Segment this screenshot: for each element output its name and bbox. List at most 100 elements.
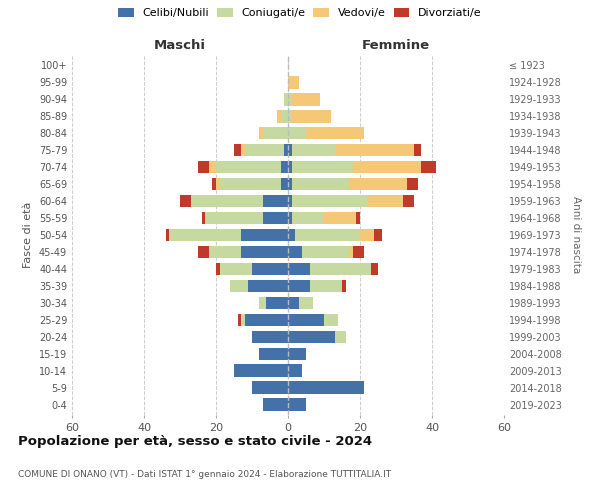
Bar [288, 110, 292, 122]
Bar [284, 144, 288, 156]
Bar [198, 246, 209, 258]
Bar [284, 93, 288, 106]
Text: COMUNE DI ONANO (VT) - Dati ISTAT 1° gennaio 2024 - Elaborazione TUTTITALIA.IT: COMUNE DI ONANO (VT) - Dati ISTAT 1° gen… [18, 470, 391, 479]
Bar [245, 144, 284, 156]
Bar [266, 296, 288, 310]
Bar [234, 144, 241, 156]
Bar [349, 246, 353, 258]
Bar [349, 178, 407, 190]
Bar [277, 110, 281, 122]
Bar [292, 110, 331, 122]
Bar [335, 144, 414, 156]
Bar [288, 93, 292, 106]
Bar [288, 364, 302, 377]
Bar [371, 262, 378, 276]
Bar [209, 160, 216, 173]
Bar [198, 160, 209, 173]
Bar [414, 144, 421, 156]
Bar [324, 212, 356, 224]
Bar [292, 93, 320, 106]
Bar [252, 330, 288, 344]
Bar [367, 194, 403, 207]
Bar [166, 228, 169, 241]
Bar [288, 160, 292, 173]
Bar [288, 144, 292, 156]
Bar [169, 228, 241, 241]
Bar [259, 296, 266, 310]
Bar [202, 212, 205, 224]
Bar [299, 296, 313, 310]
Bar [288, 296, 299, 310]
Bar [302, 246, 349, 258]
Bar [238, 314, 241, 326]
Bar [288, 280, 310, 292]
Bar [241, 246, 288, 258]
Bar [288, 194, 292, 207]
Bar [216, 160, 281, 173]
Bar [288, 348, 306, 360]
Bar [234, 364, 288, 377]
Bar [281, 178, 288, 190]
Bar [245, 314, 288, 326]
Bar [220, 262, 252, 276]
Bar [230, 280, 248, 292]
Bar [180, 194, 191, 207]
Bar [292, 178, 349, 190]
Bar [252, 262, 288, 276]
Bar [209, 246, 241, 258]
Bar [263, 126, 288, 140]
Bar [248, 280, 288, 292]
Bar [421, 160, 436, 173]
Bar [216, 178, 220, 190]
Bar [252, 382, 288, 394]
Bar [324, 314, 338, 326]
Legend: Celibi/Nubili, Coniugati/e, Vedovi/e, Divorziati/e: Celibi/Nubili, Coniugati/e, Vedovi/e, Di… [116, 6, 484, 20]
Bar [241, 314, 245, 326]
Bar [259, 126, 263, 140]
Bar [292, 144, 335, 156]
Bar [288, 330, 335, 344]
Bar [259, 348, 288, 360]
Bar [288, 178, 292, 190]
Bar [288, 398, 306, 411]
Bar [306, 126, 364, 140]
Bar [281, 160, 288, 173]
Bar [241, 228, 288, 241]
Bar [241, 144, 245, 156]
Bar [353, 160, 421, 173]
Bar [288, 246, 302, 258]
Bar [216, 262, 220, 276]
Bar [263, 398, 288, 411]
Text: Popolazione per età, sesso e stato civile - 2024: Popolazione per età, sesso e stato civil… [18, 435, 372, 448]
Bar [403, 194, 414, 207]
Bar [360, 228, 374, 241]
Bar [374, 228, 382, 241]
Bar [288, 126, 306, 140]
Bar [292, 194, 367, 207]
Text: Maschi: Maschi [154, 38, 206, 52]
Y-axis label: Anni di nascita: Anni di nascita [571, 196, 581, 274]
Bar [281, 110, 288, 122]
Bar [288, 212, 292, 224]
Bar [310, 262, 371, 276]
Bar [191, 194, 263, 207]
Y-axis label: Fasce di età: Fasce di età [23, 202, 33, 268]
Bar [205, 212, 263, 224]
Bar [288, 262, 310, 276]
Bar [335, 330, 346, 344]
Bar [288, 76, 299, 88]
Bar [292, 160, 353, 173]
Bar [342, 280, 346, 292]
Bar [288, 382, 364, 394]
Bar [263, 194, 288, 207]
Bar [263, 212, 288, 224]
Text: Femmine: Femmine [362, 38, 430, 52]
Bar [212, 178, 216, 190]
Bar [295, 228, 360, 241]
Bar [288, 228, 295, 241]
Bar [407, 178, 418, 190]
Bar [356, 212, 360, 224]
Bar [310, 280, 342, 292]
Bar [353, 246, 364, 258]
Bar [220, 178, 281, 190]
